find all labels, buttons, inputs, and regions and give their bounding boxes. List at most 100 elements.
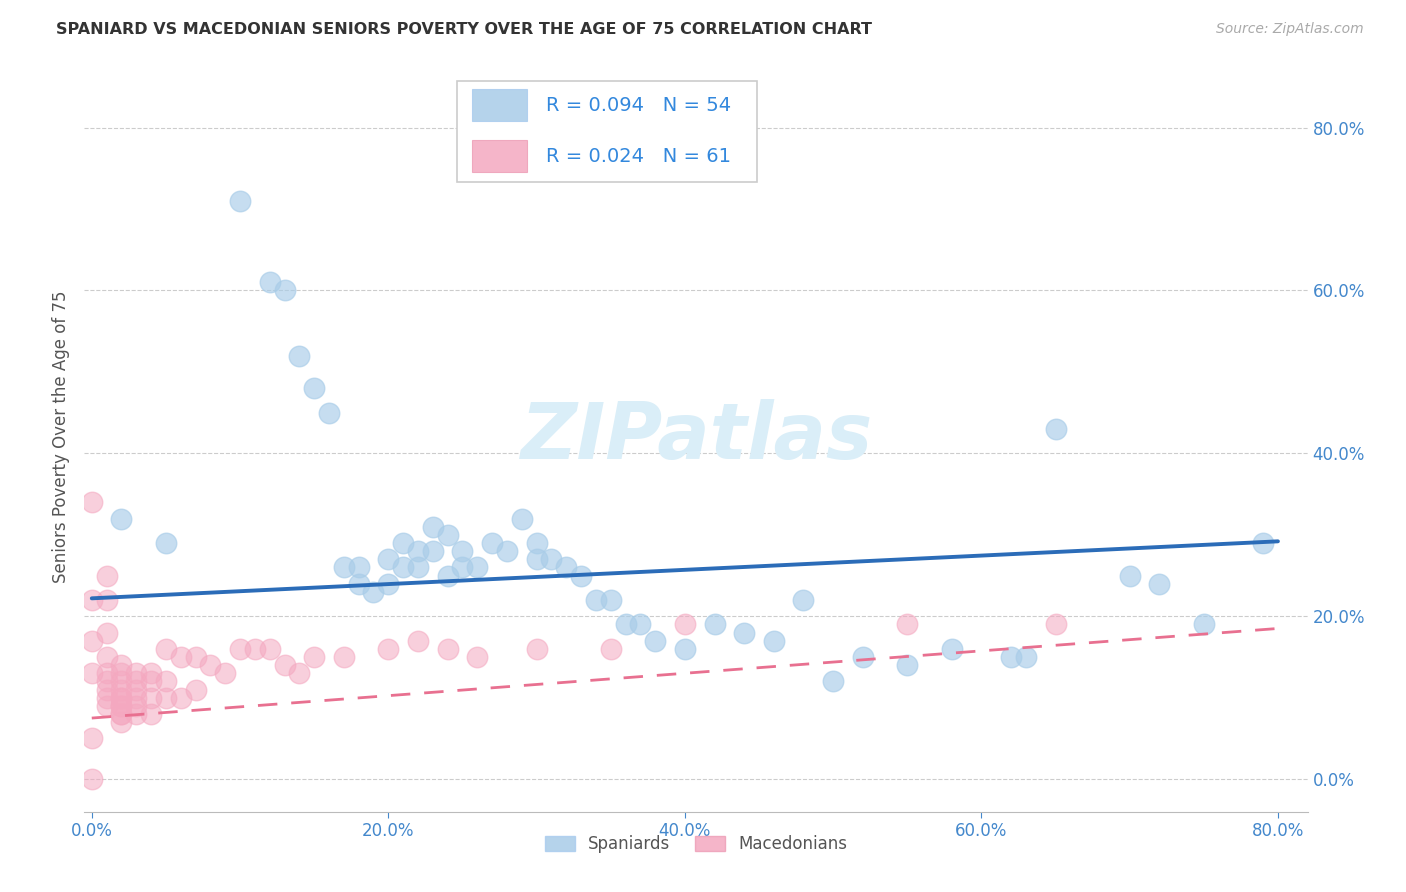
Point <box>333 650 356 665</box>
FancyBboxPatch shape <box>457 81 758 182</box>
Point <box>125 698 148 713</box>
Point <box>347 576 370 591</box>
Point <box>155 674 177 689</box>
Point <box>96 674 118 689</box>
Point <box>110 690 132 705</box>
Point <box>200 658 222 673</box>
Point <box>526 552 548 566</box>
Point <box>139 674 162 689</box>
Point <box>1045 617 1067 632</box>
Point <box>214 666 236 681</box>
Point <box>465 560 488 574</box>
Legend: Spaniards, Macedonians: Spaniards, Macedonians <box>538 829 853 860</box>
Point <box>110 682 132 697</box>
Point <box>184 682 207 697</box>
Point <box>673 617 696 632</box>
Point <box>288 666 311 681</box>
Point <box>125 666 148 681</box>
Point <box>422 544 444 558</box>
Point <box>733 625 755 640</box>
Point <box>896 658 918 673</box>
Point <box>229 194 252 208</box>
Point <box>110 690 132 705</box>
Point <box>762 633 785 648</box>
Point <box>318 406 340 420</box>
Point <box>273 658 295 673</box>
Point <box>436 528 458 542</box>
Point <box>585 593 607 607</box>
Point <box>110 666 132 681</box>
Point <box>80 633 103 648</box>
Point <box>96 698 118 713</box>
Point <box>155 536 177 550</box>
Point <box>436 568 458 582</box>
Point <box>1251 536 1274 550</box>
Point <box>599 641 621 656</box>
Point <box>288 349 311 363</box>
Point <box>125 674 148 689</box>
Point <box>96 593 118 607</box>
Point <box>184 650 207 665</box>
Point <box>1192 617 1215 632</box>
Point <box>110 706 132 721</box>
Point <box>96 682 118 697</box>
Point <box>540 552 562 566</box>
Text: SPANIARD VS MACEDONIAN SENIORS POVERTY OVER THE AGE OF 75 CORRELATION CHART: SPANIARD VS MACEDONIAN SENIORS POVERTY O… <box>56 22 872 37</box>
Point <box>1149 576 1171 591</box>
Point <box>80 731 103 746</box>
Point <box>510 511 533 525</box>
Point <box>451 544 474 558</box>
Point <box>555 560 578 574</box>
Point <box>96 625 118 640</box>
Point <box>96 690 118 705</box>
Point <box>110 511 132 525</box>
Point <box>110 698 132 713</box>
Point <box>1118 568 1140 582</box>
Point <box>377 641 399 656</box>
Point <box>496 544 519 558</box>
Point <box>465 650 488 665</box>
Point <box>110 698 132 713</box>
Point <box>302 650 325 665</box>
Point <box>569 568 592 582</box>
Point <box>110 706 132 721</box>
FancyBboxPatch shape <box>472 140 527 172</box>
Point <box>614 617 637 632</box>
Point <box>80 495 103 509</box>
Point <box>823 674 845 689</box>
Point <box>896 617 918 632</box>
Point <box>125 690 148 705</box>
Text: Source: ZipAtlas.com: Source: ZipAtlas.com <box>1216 22 1364 37</box>
Point <box>1045 422 1067 436</box>
Point <box>80 666 103 681</box>
Point <box>377 552 399 566</box>
Point <box>1000 650 1022 665</box>
Point <box>96 568 118 582</box>
Point <box>259 641 281 656</box>
Text: R = 0.024   N = 61: R = 0.024 N = 61 <box>546 146 731 166</box>
Point <box>406 544 429 558</box>
Point <box>333 560 356 574</box>
Point <box>481 536 503 550</box>
Point <box>673 641 696 656</box>
Point <box>941 641 963 656</box>
Point <box>243 641 266 656</box>
Point <box>644 633 666 648</box>
Y-axis label: Seniors Poverty Over the Age of 75: Seniors Poverty Over the Age of 75 <box>52 291 70 583</box>
Point <box>302 381 325 395</box>
Point <box>422 519 444 533</box>
Point <box>526 536 548 550</box>
Text: ZIPatlas: ZIPatlas <box>520 399 872 475</box>
Point <box>852 650 875 665</box>
Point <box>703 617 725 632</box>
Point <box>1015 650 1038 665</box>
Point <box>170 690 193 705</box>
Point <box>259 276 281 290</box>
Point <box>96 650 118 665</box>
Point <box>392 560 415 574</box>
Point <box>229 641 252 656</box>
Point <box>392 536 415 550</box>
Point <box>125 682 148 697</box>
Point <box>347 560 370 574</box>
Point <box>80 772 103 786</box>
